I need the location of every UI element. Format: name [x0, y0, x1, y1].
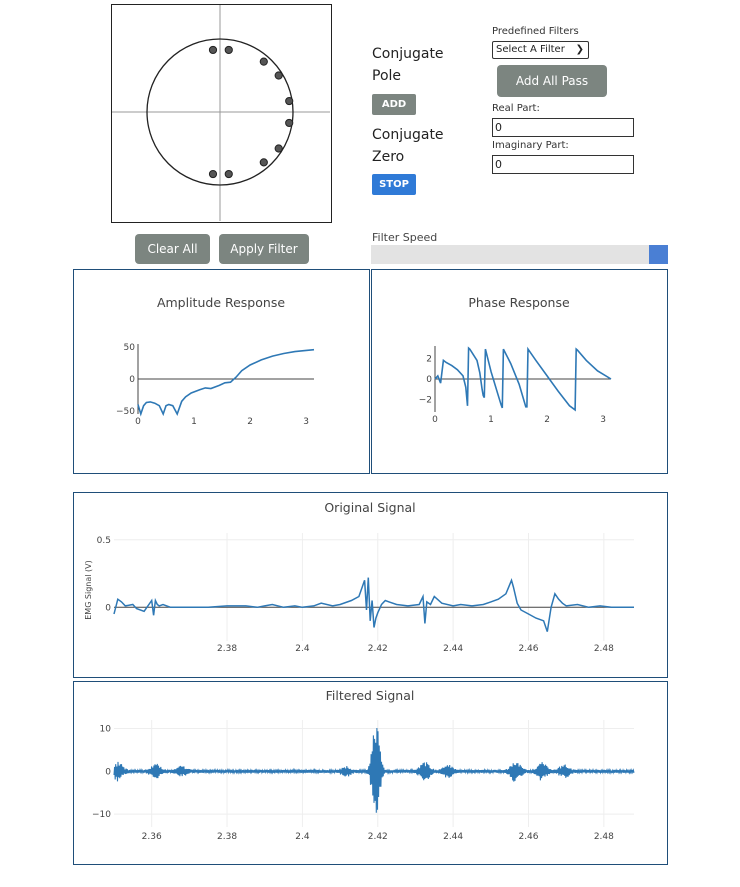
zero-marker	[274, 144, 283, 153]
y-tick-label: 10	[100, 725, 112, 735]
x-tick-label: 2	[247, 417, 253, 427]
y-tick-label: 2	[426, 354, 432, 364]
x-tick-label: 2.36	[142, 832, 162, 842]
chart-title: Filtered Signal	[326, 688, 415, 703]
y-tick-label: −10	[92, 810, 111, 820]
imaginary-part-label: Imaginary Part:	[492, 140, 569, 151]
filter-speed-label: Filter Speed	[372, 231, 438, 244]
z-plane-svg[interactable]	[112, 5, 330, 221]
filtered-signal-chart: Filtered Signal 2.36 2.38 2.4 2.42 2.44 2.46 2.…	[92, 688, 635, 842]
phase-response-panel: Phase Response 0 1 2 3 2 0 −2	[371, 269, 668, 474]
zero-marker	[285, 118, 294, 128]
x-tick-label: 2.46	[518, 644, 538, 654]
chart-title: Amplitude Response	[157, 295, 285, 310]
zero-marker	[285, 96, 294, 106]
add-all-pass-button[interactable]: Add All Pass	[497, 65, 607, 97]
x-tick-label: 1	[191, 417, 197, 427]
x-tick-label: 3	[600, 415, 606, 425]
filter-select-value: Select A Filter	[496, 44, 565, 55]
zero-marker	[208, 169, 218, 179]
x-tick-label: 2.48	[594, 644, 614, 654]
x-tick-label: 2.4	[295, 832, 310, 842]
x-tick-label: 2.48	[594, 832, 614, 842]
x-tick-label: 2.42	[368, 832, 388, 842]
zero-marker	[224, 169, 233, 179]
original-signal-panel: Original Signal 2.38 2.4 2.42 2.44 2.46 2.48 0.…	[73, 492, 668, 678]
zero-marker	[208, 45, 218, 55]
filter-speed-slider[interactable]	[371, 245, 668, 264]
x-tick-label: 2	[544, 415, 550, 425]
y-tick-label: 0	[105, 767, 111, 777]
x-tick-label: 2.44	[443, 832, 463, 842]
y-axis-label: EMG Signal (V)	[84, 560, 93, 620]
x-tick-label: 2.42	[368, 644, 388, 654]
y-tick-label: −2	[419, 396, 432, 406]
chart-title: Phase Response	[468, 295, 570, 310]
add-button[interactable]: ADD	[372, 94, 416, 115]
z-plane-canvas[interactable]	[111, 4, 332, 223]
x-tick-label: 2.38	[217, 644, 237, 654]
x-tick-label: 1	[488, 415, 494, 425]
chart-title: Original Signal	[324, 500, 415, 515]
filtered-signal-panel: Filtered Signal 2.36 2.38 2.4 2.42 2.44 2.46 2.…	[73, 681, 668, 865]
x-tick-label: 2.44	[443, 644, 463, 654]
zero-marker	[274, 71, 283, 80]
signal-line	[113, 577, 634, 632]
zero-marker	[259, 158, 268, 167]
x-tick-label: 2.46	[518, 832, 538, 842]
real-part-input[interactable]: 0	[492, 118, 634, 137]
y-tick-label: 50	[124, 343, 136, 353]
chevron-down-icon: ❯	[575, 44, 584, 55]
stop-button[interactable]: STOP	[372, 174, 416, 195]
unit-circle	[146, 38, 294, 186]
clear-all-button[interactable]: Clear All	[135, 234, 210, 264]
conjugate-zero-label: Conjugate Zero	[372, 127, 444, 165]
x-tick-label: 2.4	[295, 644, 310, 654]
x-tick-label: 0	[135, 417, 141, 427]
x-tick-label: 0	[432, 415, 438, 425]
x-tick-label: 2.38	[217, 832, 237, 842]
apply-filter-button[interactable]: Apply Filter	[219, 234, 309, 264]
amplitude-response-panel: Amplitude Response 0 1 2 3 50 0 −50	[73, 269, 370, 474]
conjugate-pole-label: Conjugate Pole	[372, 46, 444, 84]
real-part-label: Real Part:	[492, 103, 540, 114]
y-tick-label: 0	[129, 375, 135, 385]
y-tick-label: 0	[105, 603, 111, 613]
filter-select[interactable]: Select A Filter ❯	[492, 41, 589, 59]
zero-marker	[259, 57, 268, 66]
response-line	[434, 346, 612, 412]
predefined-filters-label: Predefined Filters	[492, 26, 579, 37]
x-tick-label: 3	[303, 417, 309, 427]
zero-marker	[224, 45, 233, 55]
y-tick-label: 0	[426, 375, 432, 385]
slider-thumb[interactable]	[649, 245, 668, 264]
original-signal-chart: Original Signal 2.38 2.4 2.42 2.44 2.46 2.48 0.…	[84, 500, 634, 654]
filtered-signal-line	[113, 727, 635, 813]
y-tick-label: −50	[116, 407, 135, 417]
y-tick-label: 0.5	[97, 536, 111, 546]
imaginary-part-input[interactable]: 0	[492, 155, 634, 174]
response-line	[137, 348, 315, 417]
